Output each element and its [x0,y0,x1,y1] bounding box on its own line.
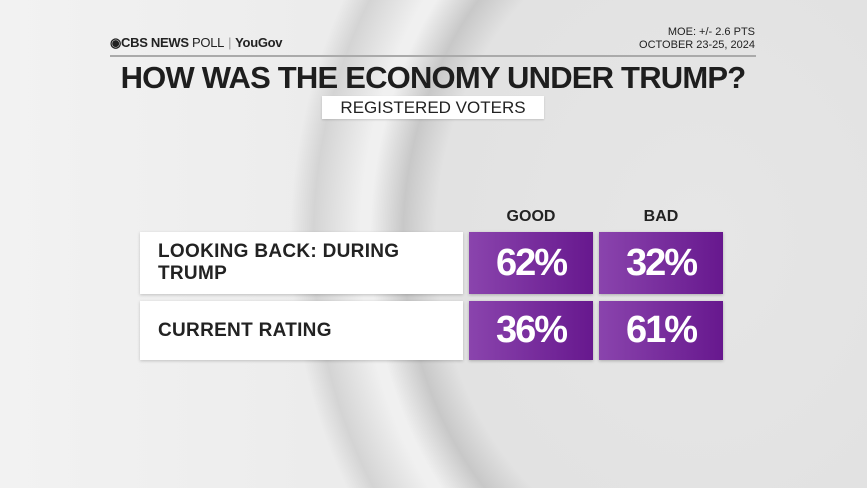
row-label: CURRENT RATING [140,301,463,360]
table-cell-bad: 32% [599,232,723,294]
poll-meta: MOE: +/- 2.6 PTS OCTOBER 23-25, 2024 [639,26,755,52]
header-divider [110,55,756,57]
subtitle-badge: REGISTERED VOTERS [322,96,544,119]
page-title: HOW WAS THE ECONOMY UNDER TRUMP? [120,60,747,95]
table-cell-bad: 61% [599,301,723,360]
moe-text: MOE: +/- 2.6 PTS [667,26,755,38]
row-label: LOOKING BACK: DURING TRUMP [140,232,463,294]
poll-dates: OCTOBER 23-25, 2024 [639,39,755,51]
table-cell-good: 36% [469,301,593,360]
column-header-good: GOOD [506,208,556,225]
table-cell-good: 62% [469,232,593,294]
column-header-bad: BAD [643,208,679,225]
cbs-yougov-logo: ◉CBS NEWS POLL | YouGov [110,35,283,50]
cbs-eye-icon: ◉ [110,35,122,50]
